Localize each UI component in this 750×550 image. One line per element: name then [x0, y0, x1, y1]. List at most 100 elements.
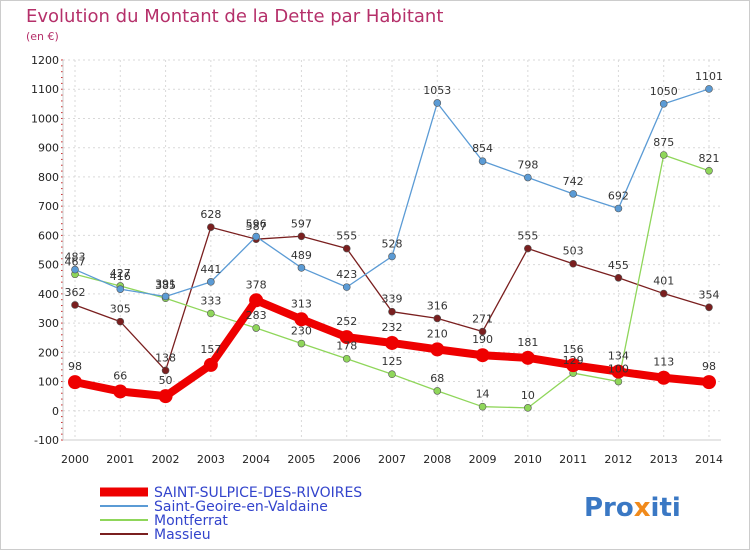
data-point-massieu [297, 232, 306, 241]
data-point-saint-geoire-en-valdaine [252, 232, 260, 241]
y-tick-label: 200 [38, 346, 59, 359]
data-point-saint-sulpice-des-rivoires [656, 370, 671, 385]
data-label-saint-geoire-en-valdaine: 854 [472, 142, 493, 155]
y-tick-label: 0 [52, 405, 59, 418]
data-label-saint-sulpice-des-rivoires: 181 [517, 336, 538, 349]
data-point-saint-geoire-en-valdaine [433, 99, 442, 107]
data-point-massieu [524, 244, 532, 253]
data-point-montferrat [297, 339, 306, 348]
data-point-saint-geoire-en-valdaine [524, 173, 532, 182]
data-point-saint-geoire-en-valdaine [161, 292, 170, 301]
x-tick-label: 2001 [106, 453, 134, 466]
data-point-massieu [388, 307, 396, 316]
data-label-massieu: 138 [155, 351, 176, 364]
data-label-massieu: 271 [472, 313, 493, 326]
data-label-massieu: 339 [382, 293, 403, 306]
legend-label: Massieu [154, 527, 211, 543]
data-label-massieu: 555 [517, 230, 538, 243]
data-point-montferrat [478, 402, 487, 411]
x-tick-label: 2003 [197, 453, 225, 466]
y-tick-label: 1100 [31, 83, 59, 96]
data-label-massieu: 628 [200, 208, 221, 221]
data-point-montferrat [342, 354, 351, 363]
y-tick-label: 1000 [31, 112, 59, 125]
x-tick-label: 2007 [378, 453, 406, 466]
data-label-saint-geoire-en-valdaine: 441 [200, 263, 221, 276]
proxiti-logo-part-1: Pro [584, 493, 634, 523]
y-tick-label: -100 [34, 434, 59, 447]
y-tick-label: 1200 [31, 54, 59, 67]
data-point-massieu [433, 314, 442, 323]
chart-subtitle: (en €) [26, 30, 59, 43]
data-label-montferrat: 100 [608, 363, 629, 376]
data-label-saint-geoire-en-valdaine: 416 [110, 270, 131, 283]
data-point-saint-geoire-en-valdaine [207, 278, 215, 286]
data-label-montferrat: 10 [521, 389, 535, 402]
data-point-massieu [478, 327, 487, 336]
data-label-saint-sulpice-des-rivoires: 98 [702, 360, 716, 373]
legend: SAINT-SULPICE-DES-RIVOIRESSaint-Geoire-e… [100, 485, 362, 543]
x-tick-label: 2010 [514, 453, 542, 466]
data-point-saint-geoire-en-valdaine [705, 85, 713, 93]
data-label-massieu: 555 [336, 230, 357, 243]
data-label-montferrat: 125 [382, 355, 403, 368]
data-label-massieu: 362 [65, 286, 86, 299]
data-point-saint-sulpice-des-rivoires [385, 335, 399, 350]
data-point-saint-sulpice-des-rivoires [702, 375, 716, 390]
data-point-montferrat [524, 404, 532, 412]
data-label-montferrat: 283 [246, 309, 267, 322]
legend-label: SAINT-SULPICE-DES-RIVOIRES [154, 485, 362, 501]
data-label-saint-geoire-en-valdaine: 1053 [423, 84, 451, 97]
data-label-massieu: 354 [699, 288, 720, 301]
proxiti-logo-part-2: x [634, 493, 651, 523]
data-point-saint-sulpice-des-rivoires [294, 312, 309, 327]
data-label-massieu: 316 [427, 299, 448, 312]
data-point-massieu [116, 317, 125, 326]
x-tick-label: 2005 [287, 453, 315, 466]
data-point-saint-geoire-en-valdaine [478, 157, 487, 165]
data-labels: 98 66 50 157 378 313 252 232 210 190 181 156 134 113 9… [65, 70, 724, 402]
data-label-saint-geoire-en-valdaine: 596 [246, 218, 267, 231]
data-label-saint-geoire-en-valdaine: 742 [563, 175, 584, 188]
data-label-saint-sulpice-des-rivoires: 190 [472, 333, 493, 346]
x-tick-label: 2008 [423, 453, 451, 466]
data-label-massieu: 401 [653, 275, 674, 288]
data-point-saint-geoire-en-valdaine [388, 252, 396, 261]
x-tick-label: 2006 [333, 453, 361, 466]
data-point-massieu [569, 259, 577, 268]
data-point-saint-sulpice-des-rivoires [113, 384, 128, 399]
data-label-montferrat: 14 [476, 388, 490, 401]
data-label-saint-geoire-en-valdaine: 489 [291, 249, 312, 262]
y-tick-label: 700 [38, 200, 59, 213]
y-tick-label: 600 [38, 229, 59, 242]
data-point-massieu [614, 273, 623, 282]
data-label-saint-sulpice-des-rivoires: 66 [113, 369, 127, 382]
data-label-montferrat: 467 [65, 255, 86, 268]
data-point-saint-sulpice-des-rivoires [249, 293, 264, 308]
data-label-massieu: 597 [291, 217, 312, 230]
data-point-saint-sulpice-des-rivoires [339, 330, 354, 345]
data-point-montferrat [388, 370, 396, 379]
data-label-saint-sulpice-des-rivoires: 157 [200, 343, 221, 356]
data-point-saint-geoire-en-valdaine [569, 190, 577, 198]
data-label-saint-sulpice-des-rivoires: 252 [336, 315, 357, 328]
y-tick-label: 100 [38, 376, 59, 389]
data-point-massieu [207, 223, 215, 231]
data-label-saint-sulpice-des-rivoires: 98 [68, 360, 82, 373]
x-tick-label: 2009 [469, 453, 497, 466]
data-label-massieu: 587 [246, 220, 267, 233]
data-label-montferrat: 178 [336, 340, 357, 353]
data-point-montferrat [705, 166, 713, 175]
data-label-montferrat: 821 [699, 152, 720, 165]
data-label-saint-geoire-en-valdaine: 483 [65, 251, 86, 264]
data-point-saint-sulpice-des-rivoires [475, 348, 490, 363]
data-label-montferrat: 230 [291, 325, 312, 338]
data-label-saint-geoire-en-valdaine: 1101 [695, 70, 723, 83]
data-point-massieu [161, 366, 170, 375]
data-point-massieu [705, 303, 713, 312]
data-label-saint-geoire-en-valdaine: 692 [608, 189, 629, 202]
data-label-montferrat: 333 [200, 294, 221, 307]
data-label-saint-sulpice-des-rivoires: 313 [291, 297, 312, 310]
data-point-saint-sulpice-des-rivoires [611, 364, 626, 379]
